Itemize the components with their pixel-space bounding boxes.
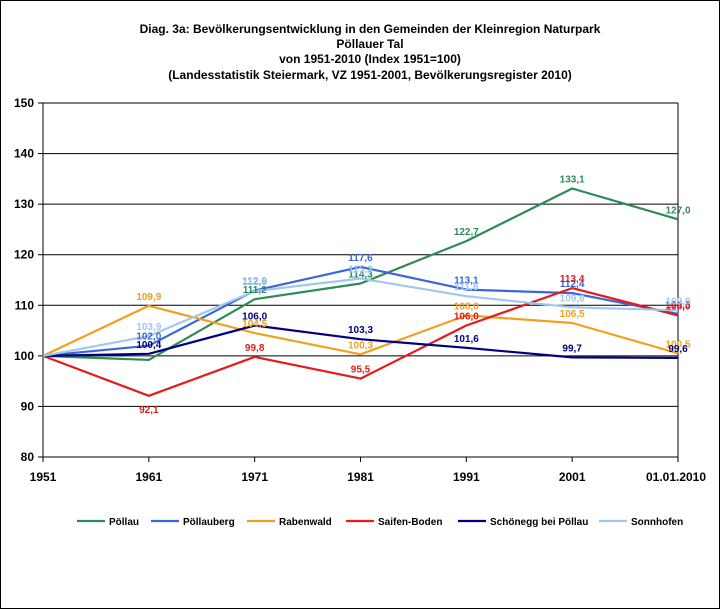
data-label: 113,1 <box>454 276 479 287</box>
series-line-4 <box>42 324 679 359</box>
data-label: 113,4 <box>560 274 585 285</box>
data-label: 100,3 <box>348 340 373 351</box>
series-line-5 <box>42 277 679 357</box>
data-label: 99,7 <box>562 343 582 354</box>
y-tick-label: 90 <box>21 399 35 413</box>
data-label: 109,9 <box>136 292 161 303</box>
title-line-3: von 1951-2010 (Index 1951=100) <box>279 52 461 66</box>
data-label: 114,3 <box>348 270 373 281</box>
series-line-3 <box>42 287 679 397</box>
y-tick-label: 130 <box>14 197 34 211</box>
data-label: 99,8 <box>245 343 265 354</box>
legend-label: Schönegg bei Pöllau <box>490 517 588 528</box>
title-line-1: Diag. 3a: Bevölkerungsentwicklung in den… <box>140 22 601 36</box>
data-label: 108,3 <box>665 300 690 311</box>
x-tick-label: 01.01.2010 <box>646 470 706 484</box>
y-tick-label: 80 <box>21 450 35 464</box>
title-line-4: (Landesstatistik Steiermark, VZ 1951-200… <box>168 68 572 82</box>
data-label: 109,6 <box>560 293 585 304</box>
data-label: 102,0 <box>136 332 161 343</box>
data-label: 109,0 <box>665 296 690 307</box>
data-label: 99,6 <box>668 344 688 355</box>
data-label: 108,0 <box>665 301 690 312</box>
y-tick-label: 140 <box>14 147 34 161</box>
data-label: 106,0 <box>242 312 267 323</box>
data-label: 108,0 <box>454 301 479 312</box>
axes: 80 90 100 110 120 130 140 150 1951 1961 1971 1981 19… <box>14 96 706 484</box>
legend-label: Pöllauberg <box>183 517 235 528</box>
data-label: 104,5 <box>242 319 267 330</box>
series-line-2 <box>42 304 679 357</box>
data-label: 111,8 <box>454 282 478 293</box>
data-label: 95,5 <box>351 365 371 376</box>
legend-label: Sonnhofen <box>631 517 683 528</box>
data-label: 112,9 <box>242 277 267 288</box>
data-label: 92,1 <box>139 405 159 416</box>
legend-label: Rabenwald <box>279 517 332 528</box>
series-line-0 <box>42 187 679 361</box>
y-tick-label: 150 <box>14 96 34 110</box>
data-label: 112,8 <box>242 277 267 288</box>
x-tick-label: 1991 <box>453 470 480 484</box>
data-label: 127,0 <box>665 205 690 216</box>
y-tick-label: 100 <box>14 349 34 363</box>
x-tick-label: 1971 <box>241 470 268 484</box>
data-label: 117,6 <box>348 253 373 264</box>
data-label: 115,3 <box>348 264 373 275</box>
legend-label: Pöllau <box>109 517 139 528</box>
x-tick-label: 1951 <box>30 470 57 484</box>
x-tick-label: 1981 <box>347 470 374 484</box>
data-label: 100,5 <box>665 339 690 350</box>
data-labels: 111,2 114,3 122,7 133,1 127,0 102,0 112,9 117,6… <box>136 174 691 415</box>
data-label: 106,5 <box>560 309 585 320</box>
y-tick-label: 110 <box>15 298 35 312</box>
data-label: 133,1 <box>560 174 585 185</box>
x-tick-label: 1961 <box>135 470 162 484</box>
chart-title: Diag. 3a: Bevölkerungsentwicklung in den… <box>140 22 601 82</box>
series-line-1 <box>42 265 679 357</box>
x-tick-label: 2001 <box>559 470 586 484</box>
series-lines <box>42 187 679 397</box>
data-label: 106,0 <box>454 312 479 323</box>
legend: Pöllau Pöllauberg Rabenwald Saifen-Boden Sch… <box>77 517 683 528</box>
data-label: 122,7 <box>454 227 479 238</box>
data-label: 112,4 <box>560 279 585 290</box>
data-label: 101,6 <box>454 334 479 345</box>
data-label: 103,3 <box>348 325 373 336</box>
data-label: 103,9 <box>136 322 161 333</box>
y-tick-label: 120 <box>14 248 34 262</box>
title-line-2: Pöllauer Tal <box>336 37 403 51</box>
legend-label: Saifen-Boden <box>378 517 442 528</box>
data-label: 111,2 <box>243 285 267 296</box>
data-label: 100,4 <box>136 340 161 351</box>
